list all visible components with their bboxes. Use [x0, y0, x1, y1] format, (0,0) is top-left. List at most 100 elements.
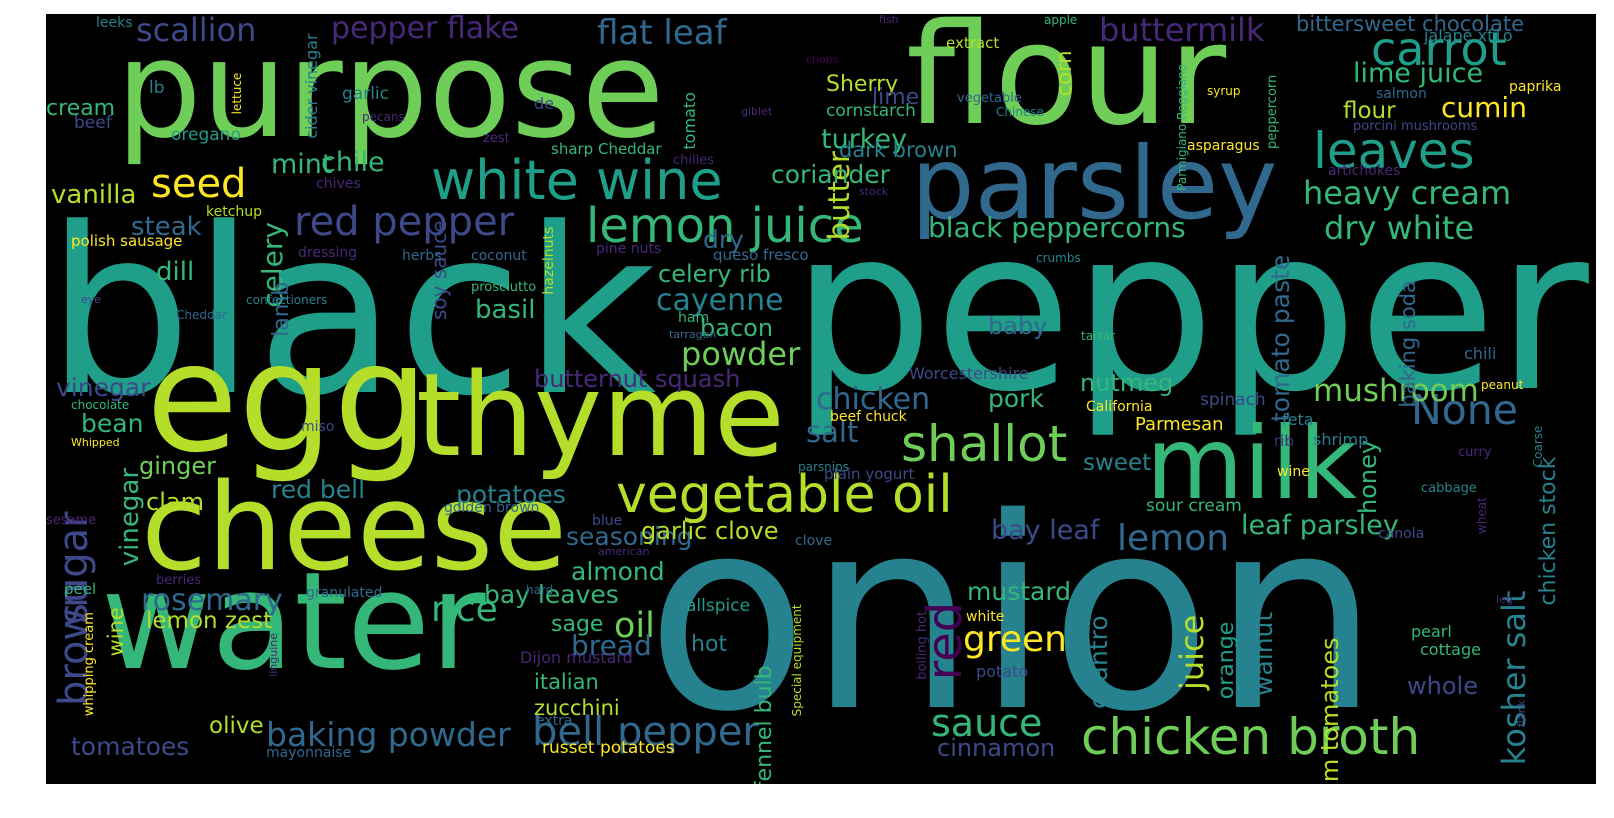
word-cloud-word: wine [1277, 464, 1310, 480]
word-cloud-word: heavy cream [1303, 174, 1512, 212]
word-cloud-word: chilies [673, 153, 714, 168]
word-cloud-word: corn [1052, 50, 1076, 97]
word-cloud-word: flour [906, 14, 1227, 157]
word-cloud-word: Dijon mustard [520, 648, 633, 667]
word-cloud-word: Worcestershire [909, 364, 1029, 383]
word-cloud-word: mayonnaise [266, 745, 352, 761]
word-cloud-word: bean [81, 409, 144, 438]
word-cloud-word: milk [1146, 405, 1357, 522]
word-cloud-word: hazelnuts [541, 226, 557, 295]
word-cloud-word: berries [156, 573, 202, 588]
word-cloud-word: giblet [741, 105, 773, 118]
word-cloud-word: ketchup [206, 204, 263, 220]
word-cloud-word: peppercorn [1265, 74, 1280, 149]
word-cloud-word: hot [691, 632, 728, 657]
word-cloud-word: queso fresco [713, 246, 809, 264]
word-cloud-word: peel [64, 580, 97, 598]
word-cloud-word: bell pepper [532, 709, 759, 755]
word-cloud-word: pearl [1411, 622, 1452, 641]
word-cloud-word: asparagus [1187, 138, 1260, 154]
word-cloud-word: sweet [1083, 450, 1152, 476]
word-cloud-word: syrup [1207, 84, 1241, 98]
word-cloud-word: chicken broth [1081, 708, 1421, 766]
word-cloud-word: lime juice [1353, 58, 1484, 89]
word-cloud-word: linguine [267, 632, 280, 677]
word-cloud-word: plum tomatoes [1316, 637, 1344, 784]
word-cloud-word: vanilla [51, 180, 137, 210]
word-cloud-word: prosciutto [471, 280, 537, 295]
word-cloud-word: lemon [1117, 518, 1230, 559]
word-cloud-word: lime [872, 85, 920, 110]
word-cloud-word: red pepper [294, 199, 515, 245]
word-cloud-word: canola [1378, 526, 1425, 542]
word-cloud-word: apple [1044, 14, 1078, 27]
word-cloud-word: granulated [306, 585, 383, 601]
word-cloud-word: spinach [1200, 390, 1266, 410]
word-cloud-word: herbs [402, 248, 442, 264]
word-cloud-word: kosher salt [1495, 590, 1533, 766]
word-cloud-word: zest [483, 131, 510, 146]
word-cloud-word: pepper [791, 180, 1589, 442]
word-cloud-word: confectioners [246, 293, 328, 307]
word-cloud-word: chile [321, 147, 385, 178]
word-cloud-word: whipping cream [82, 612, 97, 717]
word-cloud-word: vinegar [115, 467, 145, 567]
word-cloud-word: water [101, 543, 486, 700]
word-cloud-word: baking powder [266, 715, 511, 754]
word-cloud-word: turkey [821, 124, 908, 155]
word-cloud-word: extra [536, 713, 573, 729]
word-cloud-word: cabbage [1421, 481, 1477, 496]
word-cloud-word: carrot [1371, 22, 1507, 76]
word-cloud-word: pork [988, 384, 1044, 413]
word-cloud-word: vegetable [957, 91, 1022, 106]
word-cloud-word: pecans [362, 110, 405, 124]
word-cloud-word: wheat [1475, 497, 1489, 534]
word-cloud-canvas: black pepper onion purpose flour egg thyme wate… [46, 14, 1596, 784]
word-cloud-word: allspice [686, 596, 751, 616]
word-cloud-word: plain yogurt [824, 465, 915, 483]
word-cloud-word: seasoning [566, 522, 693, 551]
word-cloud-word: leaves [1313, 122, 1475, 180]
word-cloud-word: de [534, 94, 554, 113]
word-cloud-word: Parmesan [1135, 414, 1224, 435]
word-cloud-word: rice [431, 589, 498, 630]
word-cloud-word: None [1411, 386, 1518, 434]
word-cloud-word: tomatoes [71, 732, 190, 761]
word-cloud-word: leeks [96, 15, 133, 31]
word-cloud-word: California [1086, 399, 1153, 415]
word-cloud-word: tomato [680, 92, 699, 150]
word-cloud-word: cumin [1441, 91, 1527, 124]
word-cloud-word: mustard [967, 577, 1072, 606]
word-cloud-word: black [46, 180, 657, 447]
word-cloud-word: walnut [1249, 611, 1278, 696]
word-cloud-word: crumbs [1036, 251, 1081, 265]
word-cloud-word: thyme [416, 349, 785, 483]
word-cloud-word: garlic [342, 84, 389, 104]
word-cloud-word: nutmeg [1080, 369, 1174, 397]
word-cloud-word: pine nuts [596, 241, 662, 257]
word-cloud-word: cayenne [656, 283, 784, 318]
word-cloud-word: celery rib [658, 260, 771, 288]
word-cloud-word: tomato paste [1266, 254, 1295, 422]
word-cloud-word: whole [1407, 672, 1478, 700]
word-cloud-word: almond [571, 557, 665, 586]
word-cloud-word: hard [526, 583, 554, 597]
word-cloud-word: butternut squash [534, 365, 741, 393]
word-cloud-word: flour [1343, 98, 1396, 124]
word-cloud-word: chicken [816, 382, 931, 417]
word-cloud-word: shrimp [1313, 430, 1369, 449]
word-cloud-word: fish [879, 14, 899, 26]
word-cloud-word: juice [1173, 614, 1211, 690]
word-cloud-word: leg [1496, 593, 1513, 606]
word-cloud-word: dark brown [839, 138, 958, 162]
word-cloud-word: miso [301, 419, 335, 435]
word-cloud-word: onion [646, 462, 1380, 770]
word-cloud-word: cornstarch [826, 101, 916, 121]
word-cloud-word: honey [1354, 439, 1382, 514]
word-cloud-word: white wine [431, 149, 723, 212]
word-cloud-word: parsnips [798, 460, 849, 474]
word-cloud-word: extract [946, 34, 1000, 52]
word-cloud-word: peanut [1481, 378, 1524, 392]
word-cloud-word: tartar [1081, 329, 1115, 343]
word-cloud-word: russet potatoes [542, 738, 675, 758]
